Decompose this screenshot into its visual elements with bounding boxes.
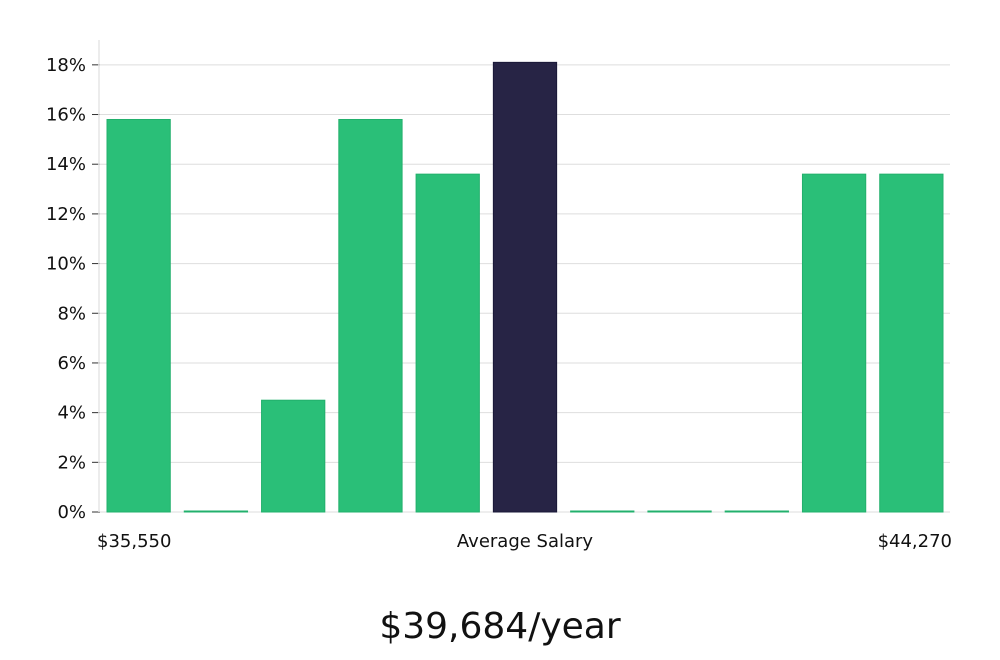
y-tick-label: 8% (57, 303, 86, 324)
y-tick-label: 18% (46, 55, 86, 76)
bar (570, 510, 635, 513)
bar (415, 173, 480, 513)
y-tick-label: 2% (57, 452, 86, 473)
bar (261, 399, 326, 513)
bar (879, 173, 944, 513)
x-min-label: $35,550 (97, 531, 171, 552)
y-tick-label: 14% (46, 154, 86, 175)
bar (183, 510, 249, 513)
salary-histogram: 0% 2% 4% 6% 8% 10% 12% 14% 16% 18% $35,550 Averag… (46, 40, 952, 552)
y-axis-ticks: 0% 2% 4% 6% 8% 10% 12% 14% 16% 18% (46, 55, 100, 523)
bar (106, 118, 171, 513)
x-max-label: $44,270 (878, 531, 952, 552)
y-tick-label: 0% (57, 502, 86, 523)
bar (647, 510, 712, 513)
y-tick-label: 6% (57, 353, 86, 374)
average-salary-value: $39,684/year (379, 606, 621, 647)
y-tick-label: 12% (46, 204, 86, 225)
x-axis-title: Average Salary (457, 531, 594, 552)
bar-average-highlight (492, 61, 558, 513)
bar (724, 510, 789, 513)
y-tick-label: 10% (46, 254, 86, 275)
y-tick-label: 4% (57, 403, 86, 424)
bar (338, 118, 403, 513)
bar (801, 173, 867, 513)
y-tick-label: 16% (46, 105, 86, 126)
bars (106, 61, 944, 513)
